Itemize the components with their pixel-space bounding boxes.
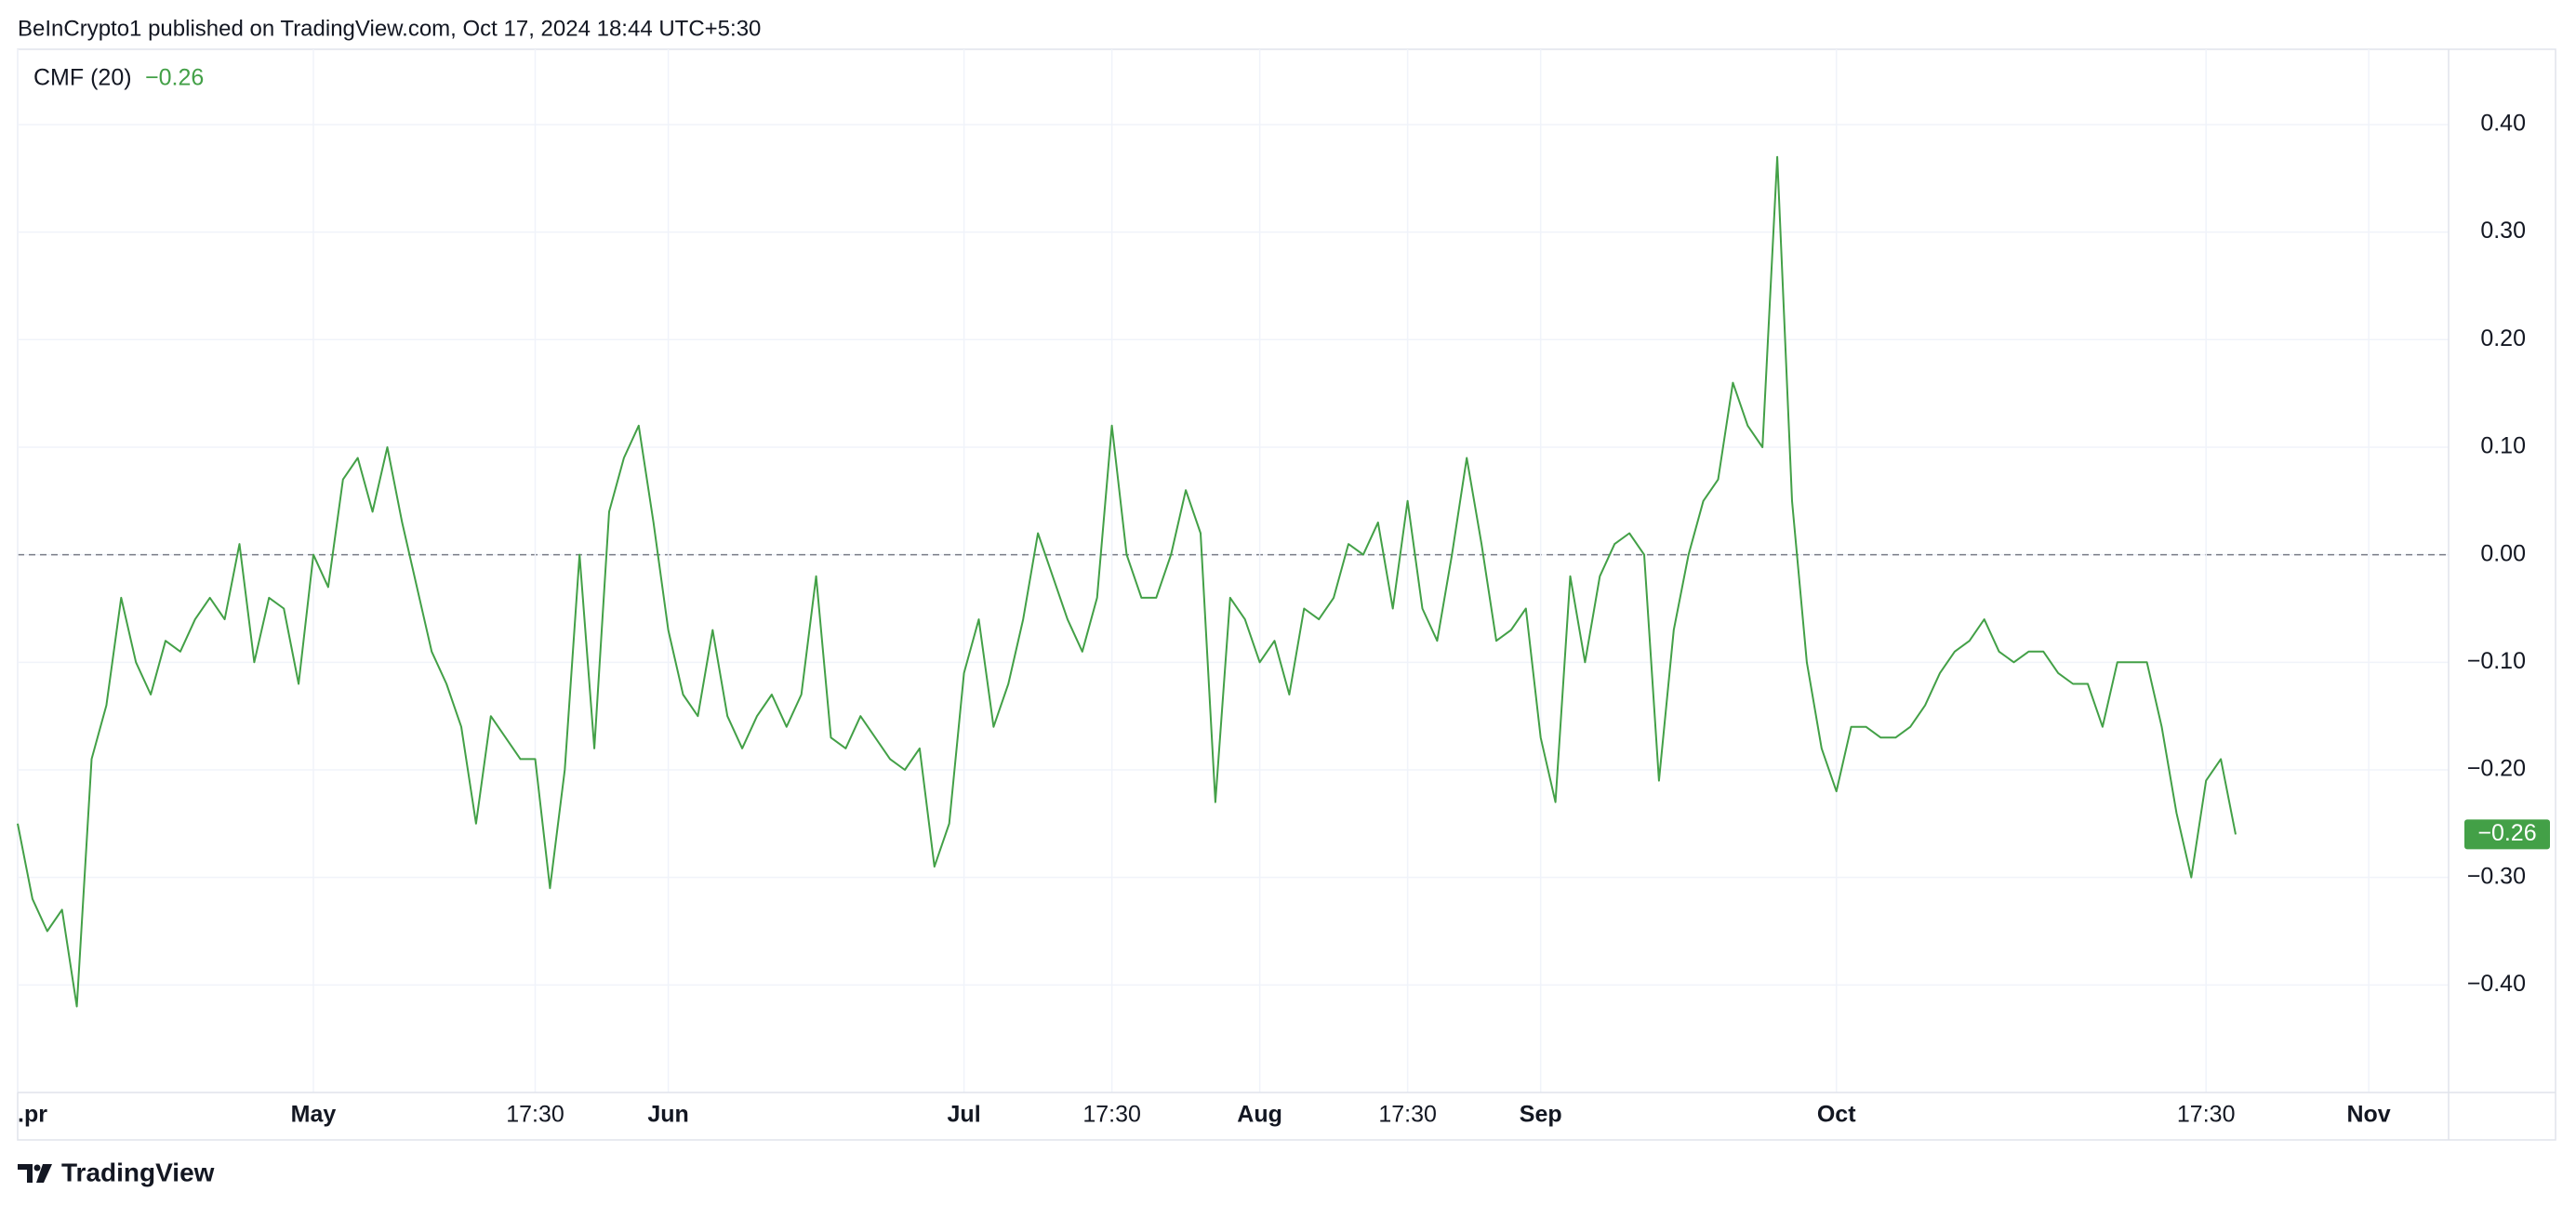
legend-name: CMF (20) bbox=[33, 65, 132, 91]
y-tick-label: −0.10 bbox=[2467, 648, 2526, 674]
y-tick-label: −0.30 bbox=[2467, 863, 2526, 889]
last-value-label: −0.26 bbox=[2477, 820, 2536, 846]
x-tick-label: Oct bbox=[1817, 1102, 1856, 1128]
footer-brand: TradingView bbox=[61, 1158, 215, 1186]
x-tick-label: 17:30 bbox=[2177, 1102, 2236, 1128]
x-tick-label: Nov bbox=[2346, 1102, 2390, 1128]
x-tick-label: .pr bbox=[18, 1102, 47, 1128]
y-tick-label: 0.00 bbox=[2480, 540, 2526, 566]
pane-border bbox=[17, 48, 2556, 1141]
data-line bbox=[17, 155, 2237, 1008]
x-tick-label: Aug bbox=[1237, 1102, 1282, 1128]
logo-dot bbox=[33, 1164, 41, 1172]
x-tick-label: Jun bbox=[647, 1102, 688, 1128]
legend-value: −0.26 bbox=[145, 65, 204, 91]
y-tick-label: −0.20 bbox=[2467, 756, 2526, 782]
y-tick-label: −0.40 bbox=[2467, 971, 2526, 997]
y-tick-label: 0.40 bbox=[2480, 111, 2526, 137]
y-tick-label: 0.10 bbox=[2480, 433, 2526, 459]
y-tick-label: 0.30 bbox=[2480, 218, 2526, 244]
x-tick-label: 17:30 bbox=[506, 1102, 564, 1128]
x-tick-label: 17:30 bbox=[1082, 1102, 1141, 1128]
x-tick-label: May bbox=[291, 1102, 337, 1128]
plot: −0.40 −0.30 −0.20 −0.10 0.00 0.10 0.20 0.30 0.40… bbox=[17, 49, 2556, 1140]
x-tick-label: Jul bbox=[948, 1102, 981, 1128]
x-tick-label: Sep bbox=[1520, 1102, 1562, 1128]
x-tick-label: 17:30 bbox=[1378, 1102, 1437, 1128]
header-text: BeInCrypto1 published on TradingView.com… bbox=[18, 16, 761, 41]
logo-mark bbox=[36, 1164, 52, 1183]
y-tick-label: 0.20 bbox=[2480, 325, 2526, 351]
last-value-tag bbox=[2464, 819, 2550, 850]
logo-mark bbox=[18, 1164, 33, 1183]
footer-logo bbox=[18, 1164, 52, 1183]
